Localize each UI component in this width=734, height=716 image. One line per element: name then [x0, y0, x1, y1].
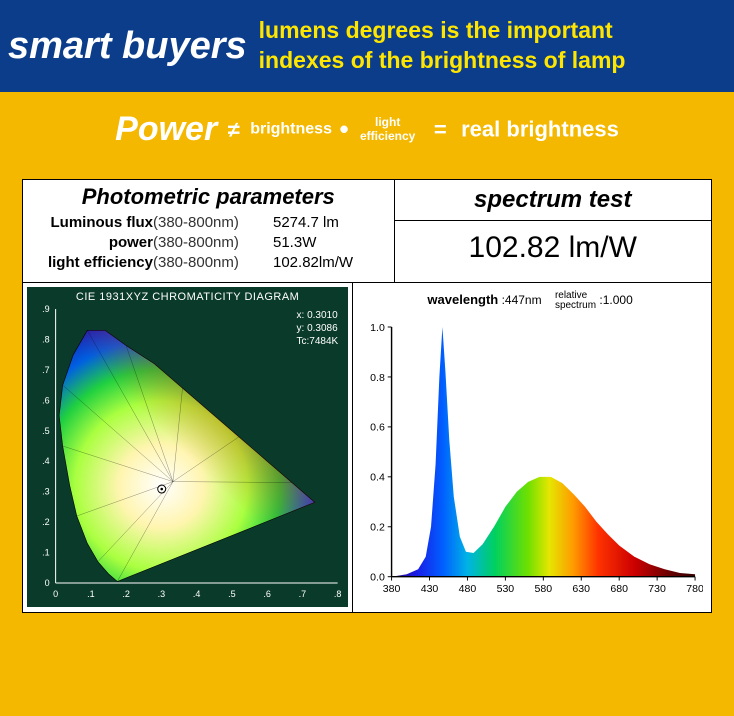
- param-row: Luminous flux (380-800nm) 5274.7 lm: [33, 214, 384, 231]
- param-range: (380-800nm): [153, 234, 273, 251]
- cie-diagram: CIE 1931XYZ CHROMATICITY DIAGRAM x: 0.30…: [27, 287, 348, 607]
- param-value: 5274.7 lm: [273, 214, 339, 231]
- header-tagline: lumens degrees is the important indexes …: [259, 16, 626, 76]
- param-label: light efficiency: [33, 254, 153, 271]
- svg-text:.5: .5: [42, 426, 50, 436]
- header-blue: smart buyers lumens degrees is the impor…: [0, 0, 734, 92]
- dot-icon: •: [339, 114, 348, 144]
- tagline-line2: indexes of the brightness of lamp: [259, 46, 626, 76]
- svg-text:0.8: 0.8: [370, 372, 385, 384]
- svg-text:0.2: 0.2: [370, 522, 385, 534]
- svg-text:.4: .4: [193, 589, 201, 599]
- svg-text:730: 730: [649, 583, 667, 595]
- page: smart buyers lumens degrees is the impor…: [0, 0, 734, 716]
- relative-spectrum-label: relativespectrum: [555, 291, 596, 311]
- svg-text:.4: .4: [42, 456, 50, 466]
- svg-text:780: 780: [686, 583, 702, 595]
- svg-text:.1: .1: [42, 548, 50, 558]
- photometric-parameters: Photometric parameters Luminous flux (38…: [23, 180, 395, 282]
- param-range: (380-800nm): [153, 254, 273, 271]
- param-value: 102.82lm/W: [273, 254, 353, 271]
- real-brightness-term: real brightness: [461, 117, 619, 142]
- tagline-line1: lumens degrees is the important: [259, 16, 626, 46]
- wavelength-label: wavelength: [427, 292, 498, 307]
- eq-symbol: =: [434, 117, 447, 142]
- svg-text:.7: .7: [299, 589, 307, 599]
- smart-buyers-title: smart buyers: [8, 25, 247, 68]
- cie-title: CIE 1931XYZ CHROMATICITY DIAGRAM: [27, 287, 348, 307]
- svg-text:0: 0: [45, 578, 50, 588]
- svg-text:1.0: 1.0: [370, 322, 385, 334]
- svg-text:.6: .6: [263, 589, 271, 599]
- spectrum-test-box: spectrum test 102.82 lm/W: [395, 180, 711, 282]
- panel-bottom: CIE 1931XYZ CHROMATICITY DIAGRAM x: 0.30…: [23, 283, 711, 612]
- panel-top: Photometric parameters Luminous flux (38…: [23, 180, 711, 283]
- svg-text:480: 480: [459, 583, 477, 595]
- param-value: 51.3W: [273, 234, 316, 251]
- param-row: light efficiency (380-800nm) 102.82lm/W: [33, 254, 384, 271]
- svg-text:.9: .9: [42, 305, 50, 314]
- svg-text:580: 580: [535, 583, 553, 595]
- svg-text:.5: .5: [228, 589, 236, 599]
- svg-text:0.0: 0.0: [370, 572, 385, 584]
- svg-text:0: 0: [53, 589, 58, 599]
- param-range: (380-800nm): [153, 214, 273, 231]
- white-panel: Photometric parameters Luminous flux (38…: [22, 179, 712, 613]
- params-title: Photometric parameters: [33, 184, 384, 210]
- frac-bottom: efficiency: [360, 130, 415, 143]
- svg-text:0.4: 0.4: [370, 472, 385, 484]
- svg-text:680: 680: [611, 583, 629, 595]
- svg-text:630: 630: [573, 583, 591, 595]
- svg-text:380: 380: [383, 583, 401, 595]
- neq-symbol: ≠: [228, 117, 240, 142]
- frac-top: light: [360, 116, 415, 129]
- param-row: power (380-800nm) 51.3W: [33, 234, 384, 251]
- svg-text:530: 530: [497, 583, 515, 595]
- light-efficiency-fraction: light efficiency: [360, 116, 415, 142]
- spectrum-chart-svg: 0.0 0.2 0.4 0.6 0.8 1.0 380 430 480 530 580 630 680 7…: [357, 313, 703, 608]
- svg-text:.8: .8: [334, 589, 342, 599]
- svg-text:0.6: 0.6: [370, 422, 385, 434]
- spectrum-test-title: spectrum test: [395, 180, 711, 221]
- spectrum-chart-cell: wavelength :447nm relativespectrum :1.00…: [353, 283, 711, 612]
- cie-diagram-cell: CIE 1931XYZ CHROMATICITY DIAGRAM x: 0.30…: [23, 283, 353, 612]
- svg-text:.7: .7: [42, 365, 50, 375]
- svg-text:.3: .3: [42, 487, 50, 497]
- relative-spectrum-value: :1.000: [599, 293, 632, 307]
- cie-chromaticity-svg: 0 .1 .2 .3 .4 .5 .6 .7 .8 0 .1 .2 .3 .4 .5 .6 .7 .8 .9: [27, 305, 348, 605]
- svg-text:.8: .8: [42, 334, 50, 344]
- svg-text:430: 430: [421, 583, 439, 595]
- power-equation: Power ≠ brightness • light efficiency = …: [0, 92, 734, 179]
- brightness-term: brightness: [250, 121, 332, 138]
- param-label: Luminous flux: [33, 214, 153, 231]
- spectrum-test-value: 102.82 lm/W: [395, 221, 711, 275]
- power-word: Power: [115, 110, 217, 149]
- wavelength-value: :447nm: [502, 293, 542, 307]
- wavelength-header: wavelength :447nm relativespectrum :1.00…: [357, 291, 703, 311]
- svg-text:.1: .1: [87, 589, 95, 599]
- svg-text:.2: .2: [122, 589, 130, 599]
- svg-text:.2: .2: [42, 517, 50, 527]
- param-label: power: [33, 234, 153, 251]
- svg-text:.6: .6: [42, 395, 50, 405]
- svg-text:.3: .3: [158, 589, 166, 599]
